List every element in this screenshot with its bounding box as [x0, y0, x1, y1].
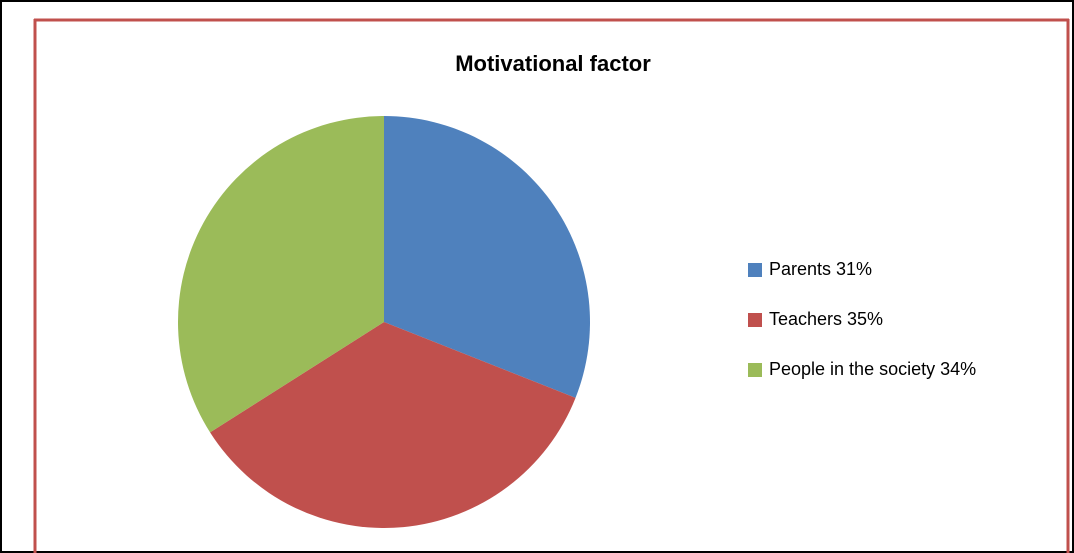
- pie-slice: [178, 115, 384, 433]
- legend-swatch: [748, 363, 762, 377]
- legend-label: Teachers 35%: [769, 309, 883, 329]
- legend-swatch: [748, 313, 762, 327]
- chart-title: Motivational factor: [455, 51, 651, 76]
- pie-slice: [210, 322, 576, 528]
- legend-label: People in the society 34%: [769, 359, 976, 379]
- legend-label: Parents 31%: [769, 259, 872, 279]
- legend-swatch: [748, 263, 762, 277]
- pie-slice: [384, 116, 590, 398]
